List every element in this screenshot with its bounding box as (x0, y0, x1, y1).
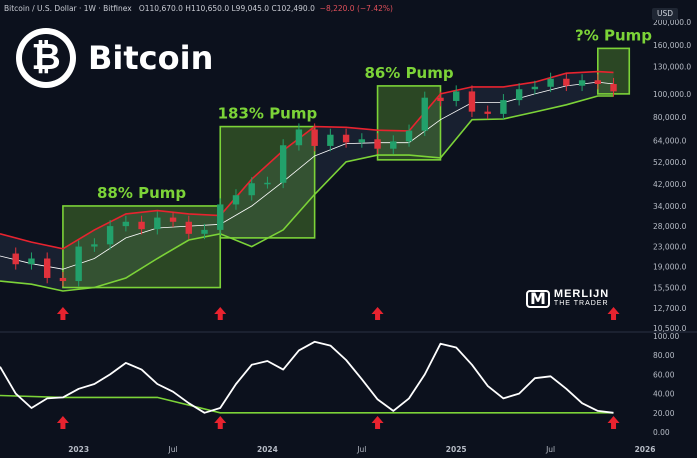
candle-body (248, 183, 255, 196)
bitcoin-symbol: ₿ (22, 34, 70, 82)
price-tick-label: 19,000.0 (653, 262, 687, 271)
pump-label: 183% Pump (218, 105, 318, 123)
candle-body (437, 97, 444, 101)
bitcoin-brand: ₿ Bitcoin (16, 28, 213, 88)
candle-body (421, 97, 428, 131)
oscillator-tick-label: 100.00 (653, 332, 679, 341)
candle-body (91, 244, 98, 247)
middle-band-line (0, 81, 614, 270)
candle-body (405, 130, 413, 142)
price-tick-label: 160,000.0 (653, 41, 691, 50)
oscillator-baseline (0, 394, 614, 414)
price-tick-label: 42,000.0 (653, 180, 687, 189)
candle-body (547, 78, 554, 87)
lower-band-line (0, 95, 614, 292)
time-tick-label: Jul (356, 445, 366, 454)
candle-body (610, 83, 617, 92)
candle-body (264, 182, 271, 185)
candle-body (500, 100, 507, 114)
candle-body (311, 129, 318, 146)
oscillator-tick-label: 80.00 (653, 351, 675, 360)
price-tick-label: 64,000.0 (653, 136, 687, 145)
candle-body (594, 80, 602, 84)
bitcoin-logo-icon: ₿ (16, 28, 76, 88)
buy-arrow-price (214, 307, 227, 320)
candle-body (106, 226, 114, 245)
candle-body (327, 134, 334, 146)
candle-body (59, 277, 67, 282)
buy-arrow-price (607, 307, 620, 320)
time-tick-label: 2023 (68, 445, 89, 454)
candle-body (75, 246, 82, 282)
band-fill (0, 71, 614, 291)
buy-arrow-price (56, 307, 69, 320)
time-tick-label: Jul (545, 445, 555, 454)
price-tick-label: 130,000.0 (653, 63, 691, 72)
brand-title: Bitcoin (88, 39, 214, 77)
watermark-line2: THE TRADER (553, 300, 609, 307)
buy-arrow-oscillator (56, 416, 69, 429)
watermark-line1: MERLIJN (553, 288, 610, 300)
time-tick-label: 2024 (257, 445, 278, 454)
oscillator-line (0, 340, 614, 414)
price-tick-label: 23,000.0 (653, 243, 687, 252)
candle-body (232, 195, 240, 205)
candle-body (154, 217, 161, 230)
candle-body (342, 134, 350, 143)
oscillator-tick-label: 60.00 (653, 370, 675, 379)
oscillator-tick-label: 40.00 (653, 390, 675, 399)
price-tick-label: 52,000.0 (653, 158, 687, 167)
oscillator-tick-label: 20.00 (653, 409, 675, 418)
candle-body (28, 258, 35, 265)
symbol-header: Bitcoin / U.S. Dollar · 1W · Bitfinex O1… (4, 4, 393, 13)
buy-arrow-oscillator (371, 416, 384, 429)
price-tick-label: 15,500.0 (653, 284, 687, 293)
currency-badge[interactable]: USD (652, 8, 678, 20)
time-tick-label: 2025 (446, 445, 467, 454)
merlijn-watermark: M MERLIJN THE TRADER (526, 288, 610, 308)
symbol-title: Bitcoin / U.S. Dollar · 1W · Bitfinex (4, 4, 132, 13)
pump-box (376, 85, 442, 161)
price-tick-label: 12,700.0 (653, 304, 687, 313)
price-tick-label: 10,500.0 (653, 324, 687, 333)
price-change: −8,220.0 (−7.42%) (319, 4, 393, 13)
candle-body (563, 78, 570, 86)
price-tick-label: 80,000.0 (653, 113, 687, 122)
pump-label: 88% Pump (97, 184, 186, 202)
candle-body (295, 129, 303, 146)
pump-label: ?% Pump (575, 26, 652, 44)
candle-body (201, 229, 208, 234)
candle-body (185, 221, 192, 234)
candle-body (453, 91, 460, 101)
candle-body (515, 89, 523, 101)
time-tick-label: 2026 (635, 445, 656, 454)
buy-arrow-oscillator (607, 416, 620, 429)
oscillator-tick-label: 0.00 (653, 428, 670, 437)
candle-body (531, 86, 539, 90)
candle-body (390, 141, 397, 149)
candle-body (484, 111, 491, 114)
candle-body (43, 258, 51, 278)
price-tick-label: 200,000.0 (653, 18, 691, 27)
candle-body (138, 221, 145, 230)
merlijn-logo-icon: M (526, 290, 550, 308)
buy-arrow-oscillator (214, 416, 227, 429)
price-tick-label: 100,000.0 (653, 90, 691, 99)
candle-body (468, 91, 476, 112)
candle-body (358, 139, 366, 143)
price-tick-label: 28,000.0 (653, 222, 687, 231)
candle-body (122, 221, 130, 227)
candle-body (578, 80, 586, 86)
candle-body (374, 139, 381, 149)
pump-label: 86% Pump (364, 64, 453, 82)
time-tick-label: Jul (168, 445, 178, 454)
buy-arrow-price (371, 307, 384, 320)
candle-body (12, 253, 19, 265)
price-tick-label: 34,000.0 (653, 202, 687, 211)
candle-body (279, 145, 287, 183)
candle-body (169, 217, 177, 222)
ohlc-values: O110,670.0 H110,650.0 L99,045.0 C102,490… (138, 4, 315, 13)
candle-body (217, 204, 224, 230)
